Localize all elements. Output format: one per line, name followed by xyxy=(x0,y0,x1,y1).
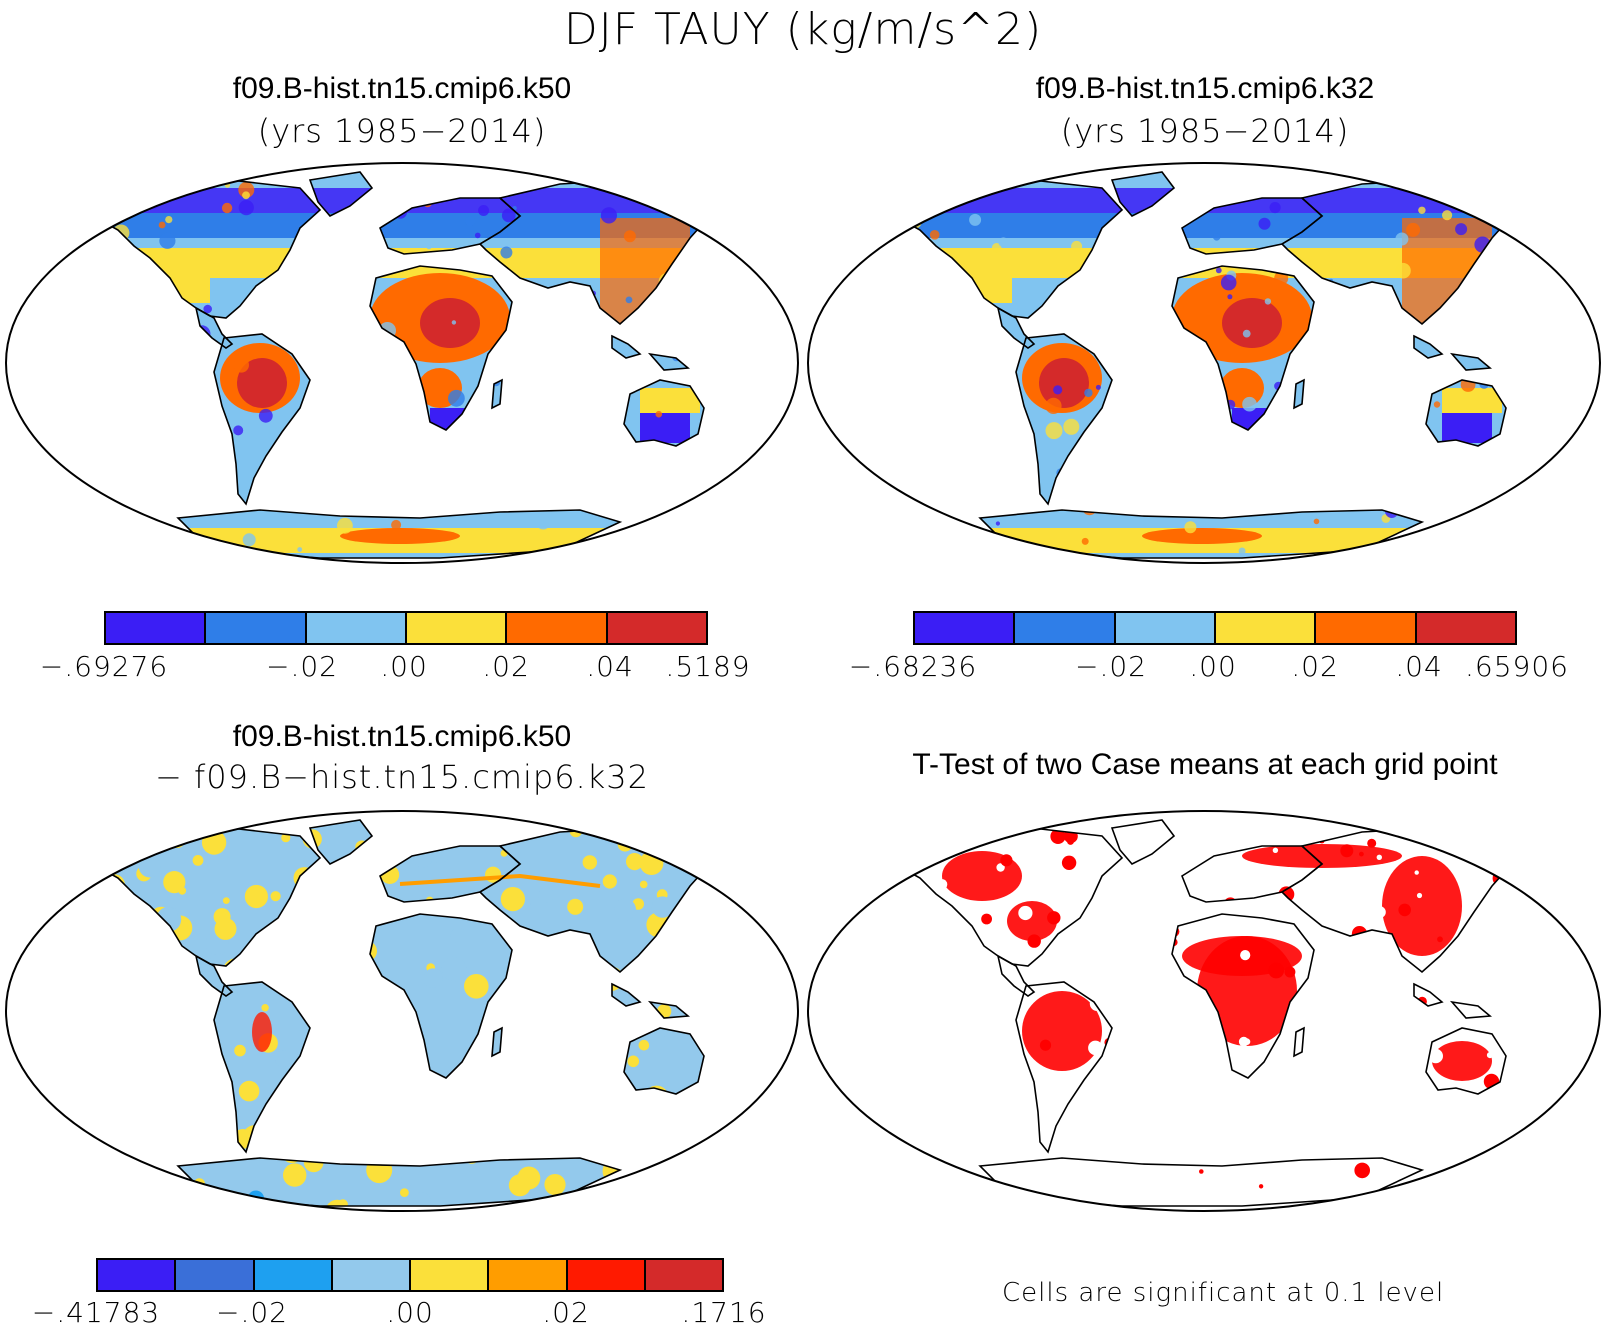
figure-title: DJF TAUY (kg/m/s^2) xyxy=(563,4,1043,55)
colorbar-segment xyxy=(206,613,307,643)
colorbar-segment xyxy=(507,613,608,643)
colorbar-tick-label: .04 xyxy=(1395,650,1443,683)
colorbar-segment xyxy=(915,613,1016,643)
colorbar-segment xyxy=(1316,613,1417,643)
colorbar-segment xyxy=(1416,613,1515,643)
colorbar-segment xyxy=(1115,613,1216,643)
colorbar-tick-label: −.69276 xyxy=(39,650,169,683)
colorbar-segment xyxy=(306,613,407,643)
panel4-title: T-Test of two Case means at each grid po… xyxy=(912,748,1498,781)
colorbar-segment xyxy=(106,613,207,643)
colorbar-tick-label: .02 xyxy=(482,650,530,683)
colorbar-segment xyxy=(645,1260,722,1290)
panel2-title: f09.B-hist.tn15.cmip6.k32 xyxy=(1035,72,1375,105)
panel3-map xyxy=(5,810,799,1212)
colorbar-tick-label: .02 xyxy=(1291,650,1339,683)
colorbar-segment xyxy=(98,1260,177,1290)
colorbar-segment xyxy=(332,1260,411,1290)
panel1-title: f09.B-hist.tn15.cmip6.k50 xyxy=(232,72,572,105)
panel2-subtitle: (yrs 1985−2014) xyxy=(1060,112,1350,150)
panel3-colorbar xyxy=(96,1258,724,1292)
colorbar-segment xyxy=(254,1260,333,1290)
colorbar-segment xyxy=(567,1260,646,1290)
colorbar-tick-label: .04 xyxy=(586,650,634,683)
panel2-colorbar xyxy=(913,611,1517,645)
panel4-map xyxy=(807,810,1601,1212)
colorbar-tick-label: −.02 xyxy=(266,650,338,683)
colorbar-tick-label: −.02 xyxy=(1075,650,1147,683)
panel2-map xyxy=(807,162,1601,564)
colorbar-tick-label: .00 xyxy=(380,650,428,683)
colorbar-segment xyxy=(607,613,706,643)
panel1-colorbar xyxy=(104,611,708,645)
colorbar-tick-label: −.41783 xyxy=(31,1296,161,1329)
colorbar-segment xyxy=(406,613,508,643)
colorbar-segment xyxy=(176,1260,255,1290)
colorbar-tick-label: .00 xyxy=(386,1296,434,1329)
colorbar-segment xyxy=(411,1260,490,1290)
colorbar-segment xyxy=(1215,613,1317,643)
colorbar-tick-label: .02 xyxy=(542,1296,590,1329)
panel1-map xyxy=(5,162,799,564)
colorbar-tick-label: .65906 xyxy=(1465,650,1569,683)
significance-note: Cells are significant at 0.1 level xyxy=(1002,1278,1445,1308)
panel1-subtitle: (yrs 1985−2014) xyxy=(257,112,547,150)
colorbar-tick-label: −.68236 xyxy=(848,650,978,683)
colorbar-segment xyxy=(1015,613,1116,643)
colorbar-tick-label: −.02 xyxy=(216,1296,288,1329)
colorbar-tick-label: .00 xyxy=(1189,650,1237,683)
panel3-title: f09.B-hist.tn15.cmip6.k50 xyxy=(232,720,572,753)
panel3-subtitle: − f09.B−hist.tn15.cmip6.k32 xyxy=(155,758,649,796)
colorbar-segment xyxy=(489,1260,568,1290)
colorbar-tick-label: .1716 xyxy=(681,1296,767,1329)
colorbar-tick-label: .5189 xyxy=(665,650,751,683)
